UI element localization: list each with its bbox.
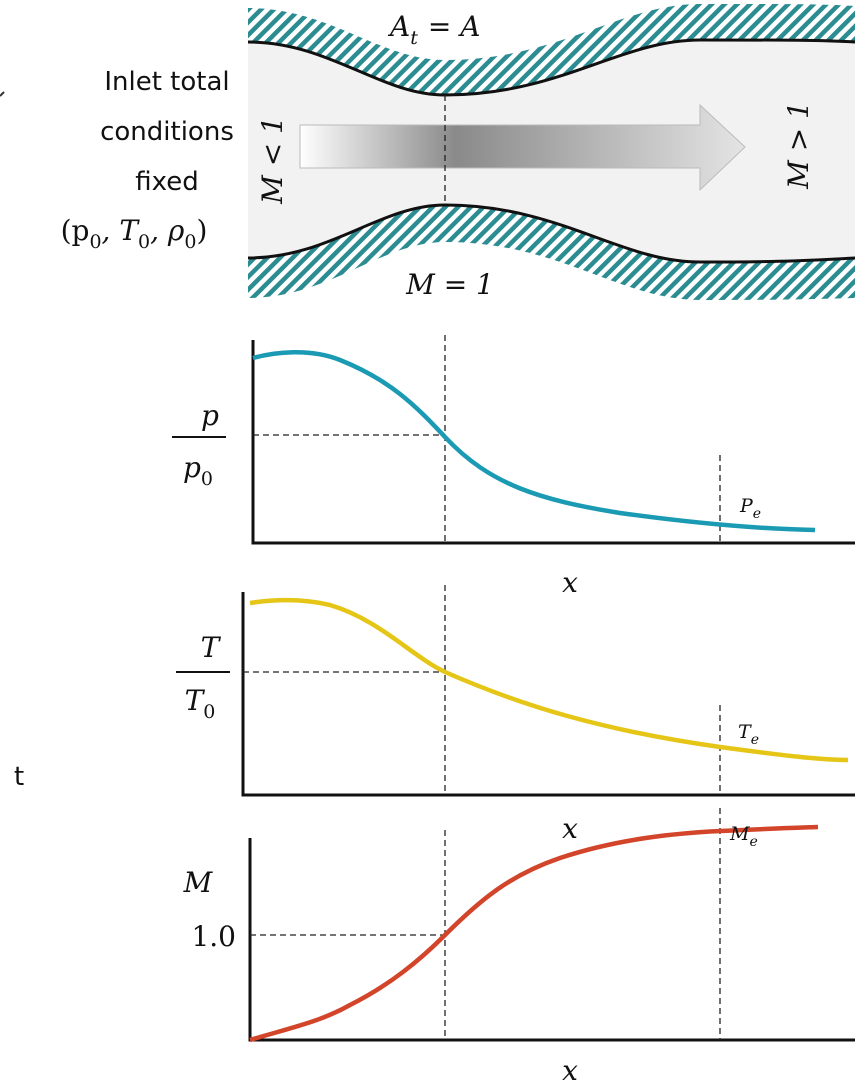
part: ) bbox=[196, 214, 207, 247]
throat-area-label: At = A bbox=[387, 10, 480, 49]
supersonic-label: M > 1 bbox=[782, 101, 815, 190]
symbol: M bbox=[729, 823, 750, 845]
inlet-line: Inlet total bbox=[104, 67, 229, 97]
subsonic-label: M < 1 bbox=[256, 116, 289, 205]
inlet-line: fixed bbox=[135, 167, 198, 197]
mach-curve bbox=[250, 827, 818, 1040]
y-label: M bbox=[183, 866, 214, 899]
temperature-plot: T T0 Te x bbox=[176, 585, 855, 845]
symbol: p bbox=[183, 451, 201, 484]
nozzle: At = A M < 1 M > 1 M = 1 bbox=[248, 4, 855, 301]
symbol: A bbox=[387, 10, 410, 43]
exit-label: Pe bbox=[739, 495, 761, 522]
subscript: 0 bbox=[201, 468, 213, 490]
mach-plot: M 1.0 Me x bbox=[183, 808, 855, 1087]
y-label-numerator: p bbox=[201, 399, 219, 432]
throat-mach-label: M = 1 bbox=[405, 268, 494, 301]
pressure-plot: p p0 Pe x bbox=[172, 335, 855, 599]
inlet-line: conditions bbox=[100, 117, 234, 147]
cropped-text: t bbox=[14, 762, 24, 792]
pressure-curve bbox=[253, 352, 815, 530]
y-label-denominator: T0 bbox=[185, 684, 216, 723]
part: , ρ bbox=[150, 214, 185, 247]
exit-label: Me bbox=[729, 823, 758, 850]
x-label: x bbox=[562, 1054, 578, 1087]
equation-rest: = A bbox=[428, 10, 481, 43]
subscript: e bbox=[749, 834, 757, 850]
subscript: e bbox=[751, 732, 759, 748]
subscript: 0 bbox=[89, 231, 101, 253]
symbol: P bbox=[739, 495, 754, 517]
y-label-numerator: T bbox=[201, 631, 222, 664]
axes bbox=[243, 592, 855, 795]
exit-label: Te bbox=[738, 721, 759, 748]
x-label: x bbox=[562, 566, 578, 599]
part: (p bbox=[61, 214, 90, 247]
axes bbox=[253, 340, 855, 543]
x-label: x bbox=[562, 812, 578, 845]
subscript: 0 bbox=[203, 701, 215, 723]
y-label-denominator: p0 bbox=[183, 451, 213, 490]
subscript: t bbox=[410, 27, 418, 49]
subscript: 0 bbox=[184, 231, 196, 253]
subscript: e bbox=[753, 506, 761, 522]
part: , T bbox=[102, 214, 141, 247]
subscript: 0 bbox=[138, 231, 150, 253]
diagram: At = A M < 1 M > 1 M = 1 Inlet total cond… bbox=[0, 0, 866, 1088]
edge-mark bbox=[0, 92, 4, 96]
stagnation-conditions: (p0, T0, ρ0) bbox=[61, 214, 208, 253]
throat-value-label: 1.0 bbox=[191, 920, 236, 953]
